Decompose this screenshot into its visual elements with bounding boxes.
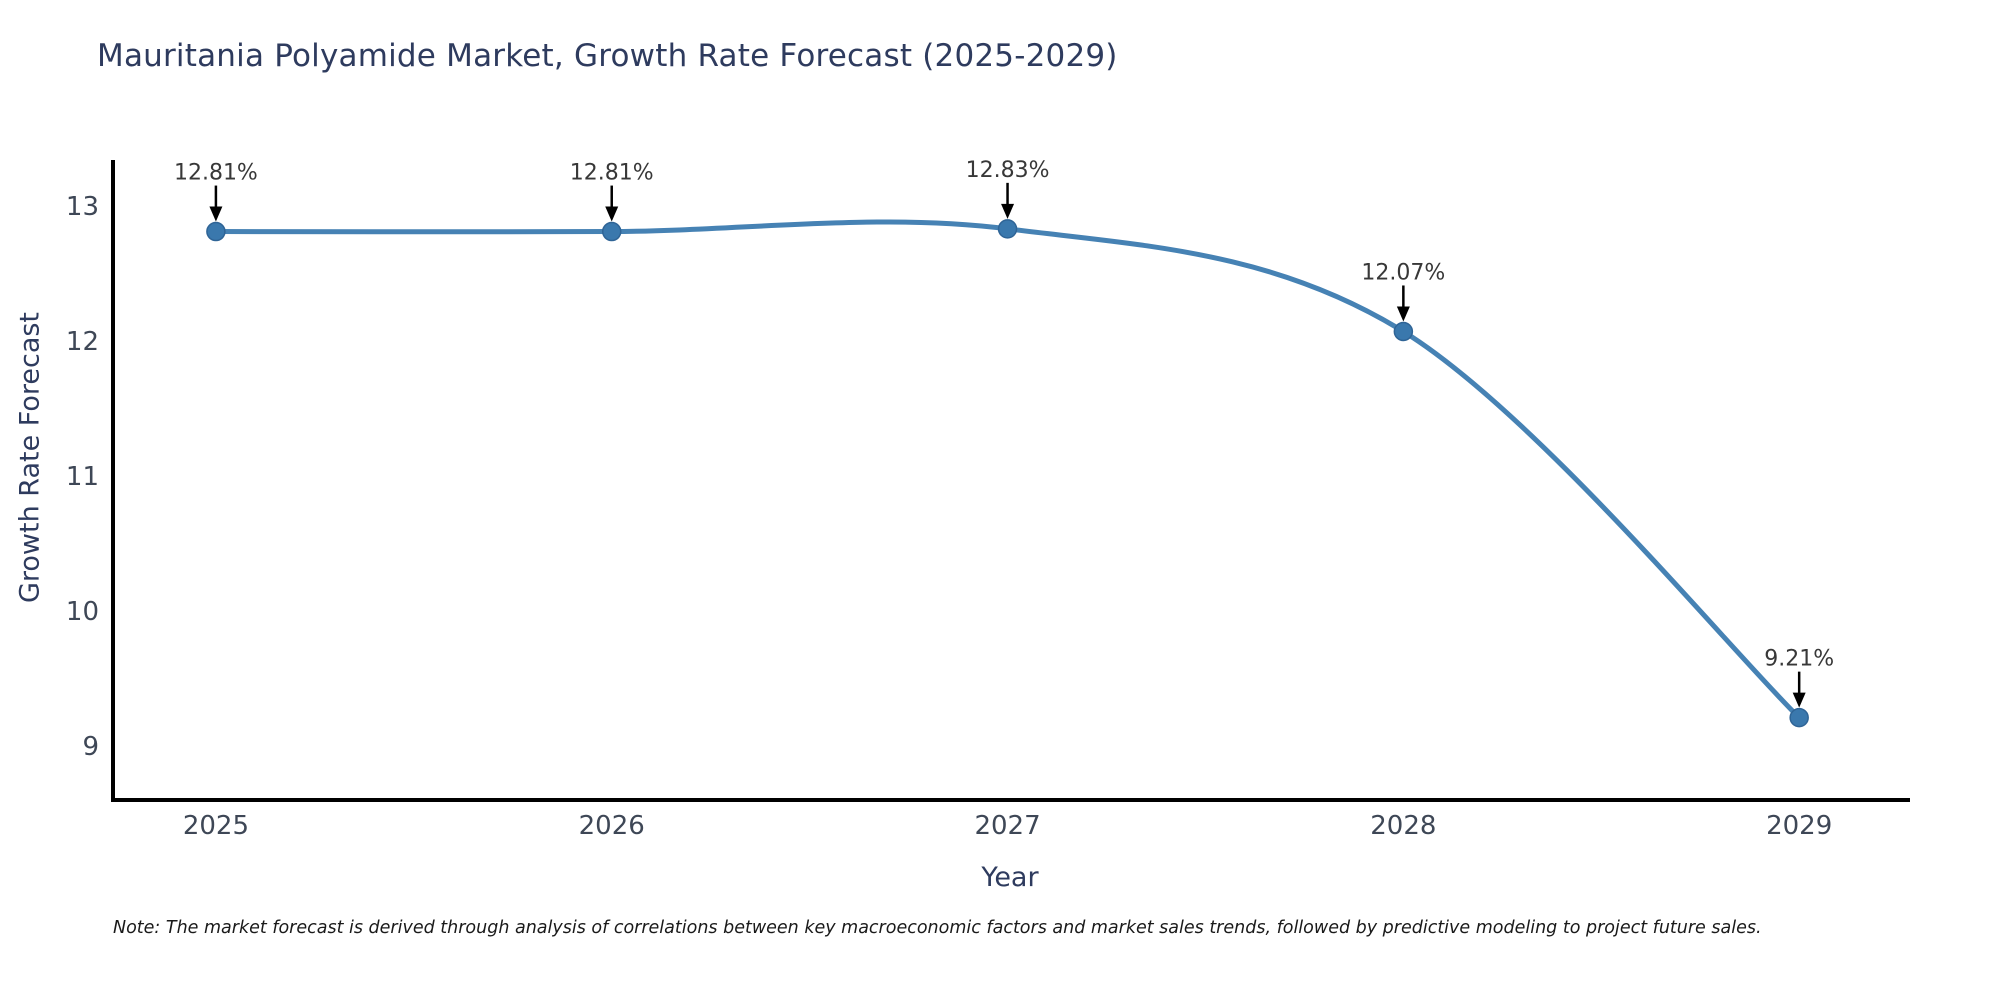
x-tick-label: 2027	[974, 811, 1040, 841]
point-value-label: 12.81%	[570, 161, 654, 186]
x-tick-label: 2029	[1766, 811, 1832, 841]
annotation-arrow-head	[1792, 692, 1806, 708]
data-point-marker	[1393, 321, 1414, 342]
y-tick-label: 10	[66, 597, 99, 627]
x-axis-title: Year	[981, 862, 1039, 893]
chart-title: Mauritania Polyamide Market, Growth Rate…	[97, 38, 1118, 74]
forecast-line	[213, 219, 1802, 721]
y-tick-label: 12	[66, 327, 99, 357]
y-tick-label: 9	[82, 732, 99, 762]
annotation-arrow-head	[605, 206, 619, 222]
point-value-label: 12.81%	[174, 161, 258, 186]
point-value-label: 9.21%	[1764, 647, 1834, 672]
y-tick-label: 11	[66, 462, 99, 492]
y-tick-label: 13	[66, 192, 99, 222]
data-point-marker	[206, 221, 226, 242]
x-tick-label: 2026	[579, 811, 645, 841]
x-tick-labels: 2025 2026 2027 2028 2029	[183, 811, 1832, 841]
data-point-marker	[997, 219, 1018, 239]
annotation-arrow-head	[209, 206, 223, 222]
data-point-marker	[1789, 707, 1809, 728]
annotation-arrow-head	[1396, 306, 1410, 322]
y-tick-labels: 9 10 11 12 13	[66, 192, 99, 762]
data-point-marker	[601, 221, 622, 242]
x-tick-label: 2025	[183, 811, 249, 841]
x-tick-label: 2028	[1370, 811, 1436, 841]
data-point-markers	[206, 219, 1809, 728]
point-value-label: 12.07%	[1361, 260, 1445, 285]
point-value-label: 12.83%	[966, 158, 1050, 183]
annotation-arrow-head	[1001, 203, 1015, 219]
footnote: Note: The market forecast is derived thr…	[113, 918, 1762, 938]
point-annotations: 12.81% 12.81% 12.83% 12.07% 9.21%	[174, 158, 1834, 708]
